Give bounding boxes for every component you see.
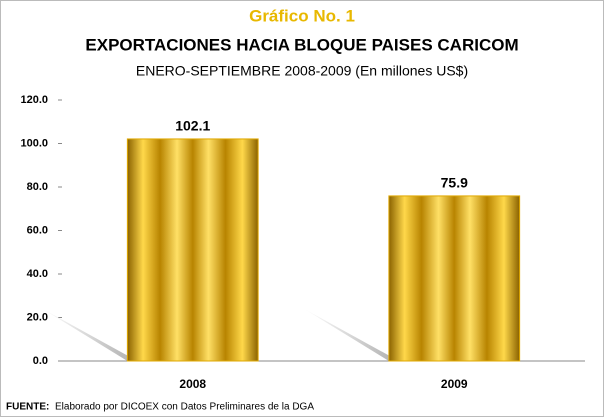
- y-tick-label: 120.0: [20, 94, 48, 106]
- y-tick-label: 100.0: [20, 137, 48, 149]
- source: Elaborado por DICOEX con Datos Prelimina…: [55, 402, 314, 413]
- chart-kicker: Gráfico No. 1: [249, 6, 355, 25]
- y-tick-label: 80.0: [27, 181, 48, 193]
- chart-title: EXPORTACIONES HACIA BLOQUE PAISES CARICO…: [85, 35, 518, 54]
- source-label: FUENTE:: [6, 402, 49, 413]
- bar: [388, 195, 521, 362]
- y-tick-label: 60.0: [27, 224, 48, 236]
- data-label: 102.1: [175, 118, 210, 134]
- x-tick-label: 2008: [179, 377, 206, 391]
- data-label: 75.9: [441, 175, 468, 191]
- chart-subtitle: ENERO-SEPTIEMBRE 2008-2009 (En millones …: [136, 63, 468, 79]
- bar-shadow: [303, 308, 399, 361]
- y-tick-label: 20.0: [27, 311, 48, 323]
- y-tick-label: 40.0: [27, 268, 48, 280]
- x-tick-label: 2009: [441, 377, 468, 391]
- bar: [126, 138, 259, 362]
- bar-shadow: [42, 308, 138, 361]
- y-tick-label: 0.0: [33, 355, 48, 367]
